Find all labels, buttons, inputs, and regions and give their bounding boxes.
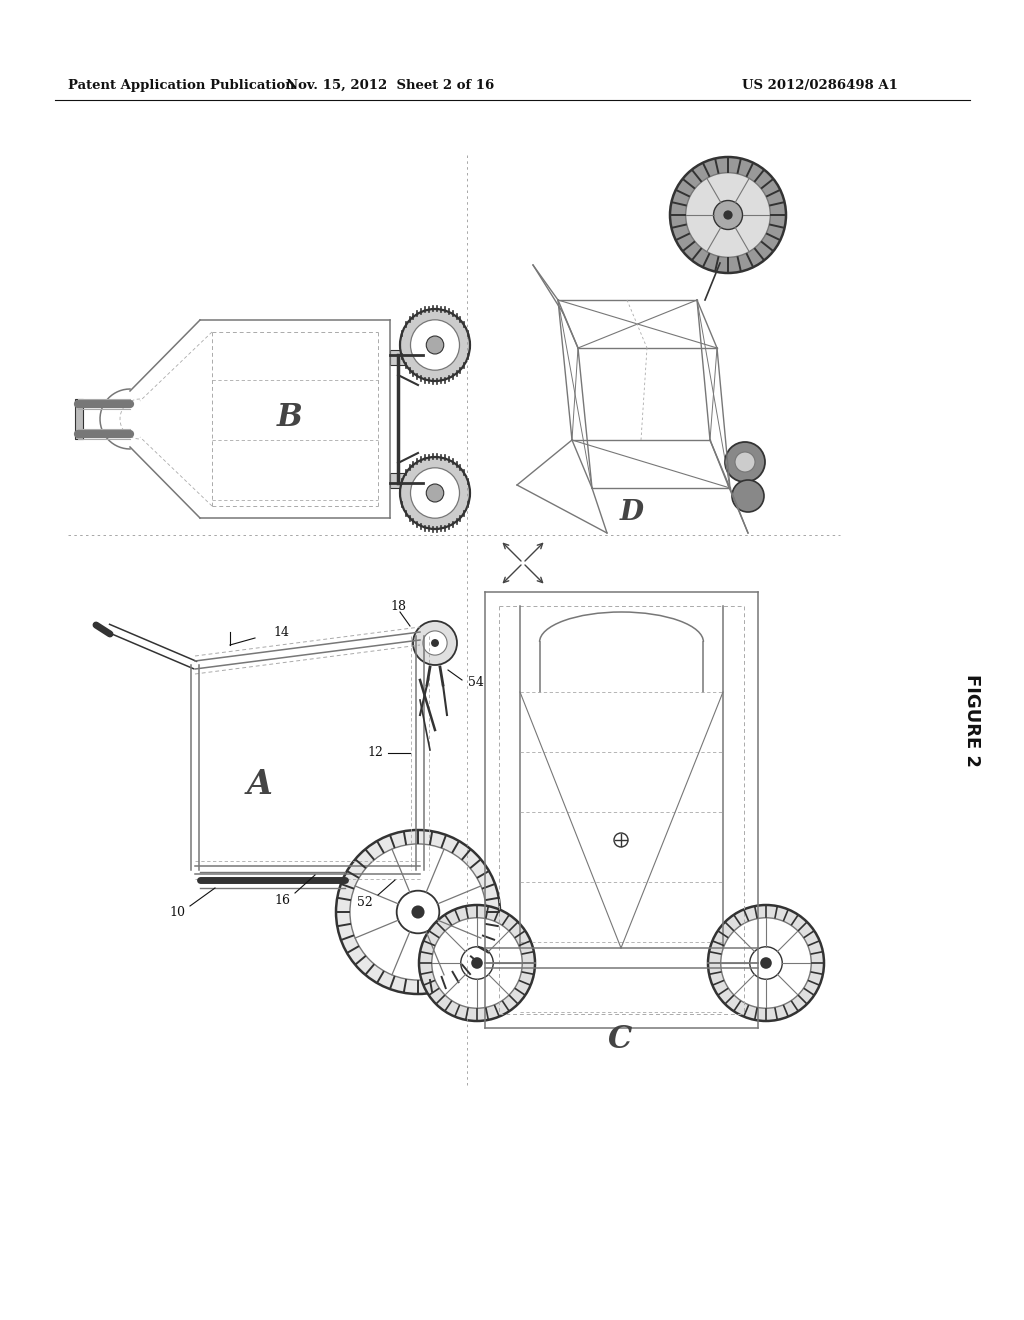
Circle shape — [336, 830, 500, 994]
Text: C: C — [608, 1024, 632, 1056]
Text: 14: 14 — [273, 627, 289, 639]
Circle shape — [725, 442, 765, 482]
Text: 16: 16 — [274, 894, 290, 907]
Text: US 2012/0286498 A1: US 2012/0286498 A1 — [742, 78, 898, 91]
Circle shape — [412, 906, 425, 919]
Circle shape — [732, 480, 764, 512]
Text: 52: 52 — [357, 895, 373, 908]
Bar — [75, 399, 83, 440]
Circle shape — [714, 201, 742, 230]
Text: A: A — [247, 768, 273, 801]
Ellipse shape — [400, 457, 470, 529]
Ellipse shape — [411, 467, 460, 519]
Ellipse shape — [400, 309, 470, 381]
Text: Nov. 15, 2012  Sheet 2 of 16: Nov. 15, 2012 Sheet 2 of 16 — [286, 78, 495, 91]
Text: FIGURE 2: FIGURE 2 — [963, 673, 981, 767]
Circle shape — [723, 210, 732, 219]
Ellipse shape — [426, 484, 443, 502]
Text: 54: 54 — [468, 676, 484, 689]
Circle shape — [471, 957, 482, 969]
Circle shape — [686, 173, 770, 257]
Circle shape — [721, 917, 811, 1008]
Text: D: D — [620, 499, 644, 525]
Circle shape — [708, 906, 824, 1020]
Circle shape — [423, 631, 447, 655]
Text: 12: 12 — [367, 747, 383, 759]
Ellipse shape — [426, 337, 443, 354]
Text: 18: 18 — [390, 601, 406, 614]
Circle shape — [419, 906, 535, 1020]
Text: Patent Application Publication: Patent Application Publication — [68, 78, 295, 91]
Circle shape — [670, 157, 786, 273]
Circle shape — [431, 639, 439, 647]
Circle shape — [760, 957, 772, 969]
Circle shape — [735, 451, 755, 473]
Text: 10: 10 — [169, 906, 185, 919]
Circle shape — [432, 917, 522, 1008]
Bar — [390, 473, 406, 488]
Circle shape — [350, 843, 486, 979]
Circle shape — [413, 620, 457, 665]
Ellipse shape — [411, 319, 460, 370]
Text: B: B — [278, 403, 303, 433]
Bar — [390, 350, 406, 366]
